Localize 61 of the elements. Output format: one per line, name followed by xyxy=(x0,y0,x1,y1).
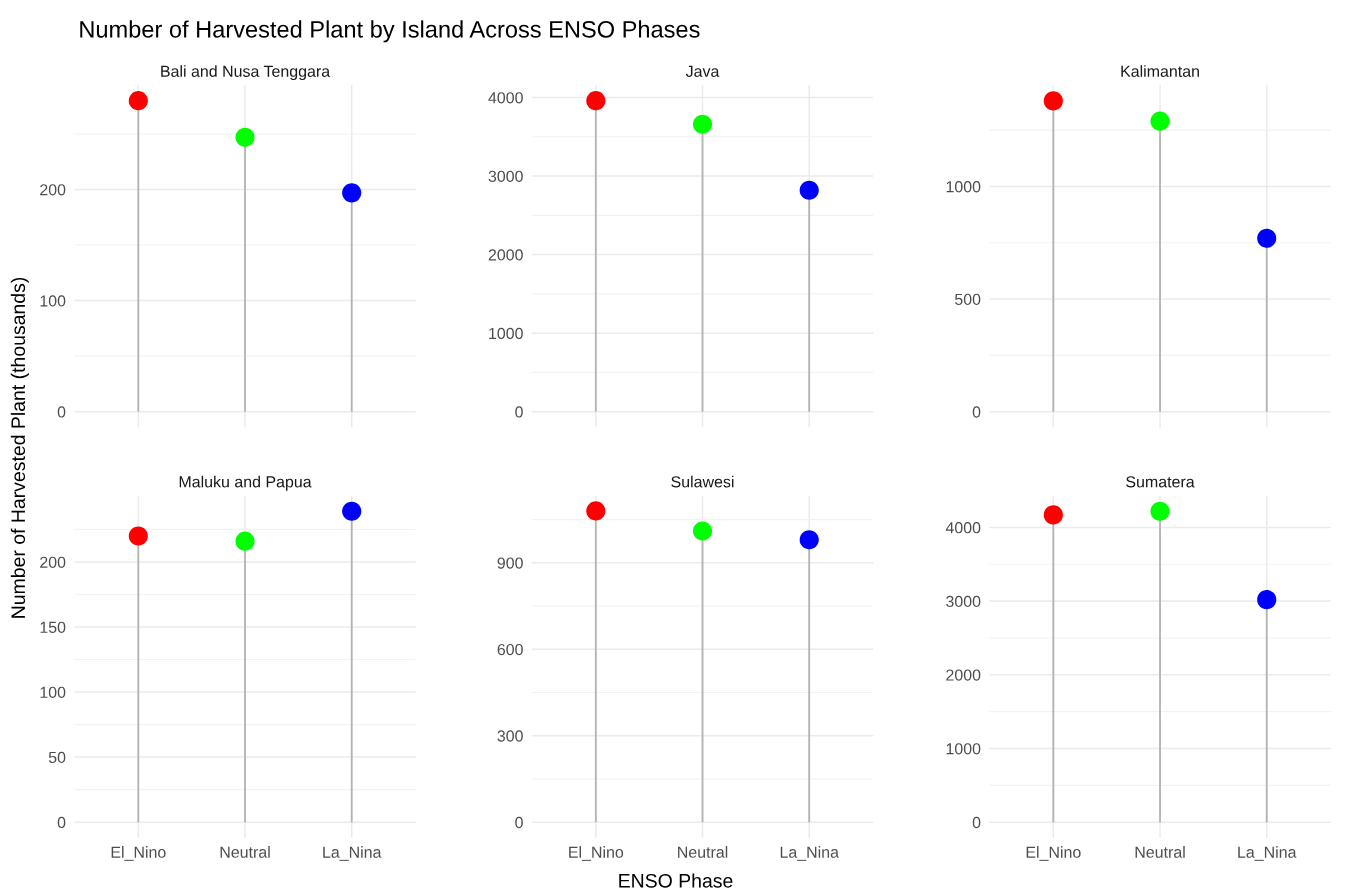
chart-title: Maluku and Papua xyxy=(179,475,312,491)
y-tick-label: 300 xyxy=(497,730,523,742)
y-tick-label: 0 xyxy=(515,816,523,829)
x-tick-label: La_Nina xyxy=(780,846,839,861)
y-tick-label: 2000 xyxy=(488,249,523,261)
y-tick-label: 3000 xyxy=(946,595,981,608)
point xyxy=(342,183,362,203)
y-tick-label: 3000 xyxy=(488,170,523,183)
x-tick-label: Neutral xyxy=(220,846,270,858)
point xyxy=(586,501,606,521)
y-tick-label: 900 xyxy=(497,557,523,569)
chart-title: Bali and Nusa Tenggara xyxy=(161,65,331,81)
point xyxy=(692,521,713,541)
x-axis-title: ENSO Phase xyxy=(619,873,733,888)
point xyxy=(128,91,148,111)
y-tick-label: 1000 xyxy=(946,743,981,755)
x-tick-label: Neutral xyxy=(1135,846,1185,858)
chart-title: Sumatera xyxy=(1126,476,1195,488)
y-tick-label: 1000 xyxy=(489,327,523,340)
y-tick-label: 0 xyxy=(57,816,66,829)
point xyxy=(342,501,362,521)
y-tick-label: 0 xyxy=(972,816,981,829)
y-tick-label: 0 xyxy=(57,406,66,418)
y-axis-title: Number of Harvested Plant (thousands) xyxy=(10,277,29,618)
chart-title: Java xyxy=(685,65,720,77)
x-tick-label: La_Nina xyxy=(323,846,382,861)
point xyxy=(692,114,713,134)
point xyxy=(799,530,819,550)
point xyxy=(1257,590,1277,610)
x-tick-label: El_Nino xyxy=(1026,846,1081,861)
y-tick-label: 50 xyxy=(48,751,66,764)
x-tick-label: El_Nino xyxy=(111,846,166,861)
point xyxy=(1150,111,1170,131)
y-tick-label: 0 xyxy=(515,406,523,418)
x-tick-label: El_Nino xyxy=(569,846,624,861)
point xyxy=(1043,505,1063,525)
point xyxy=(235,127,255,147)
point xyxy=(128,526,148,546)
y-tick-label: 1000 xyxy=(946,181,981,193)
y-tick-label: 600 xyxy=(497,643,523,656)
point xyxy=(1150,501,1170,521)
y-tick-label: 500 xyxy=(954,293,981,306)
chart-title: Sulawesi xyxy=(671,475,734,488)
point xyxy=(1043,91,1063,111)
point xyxy=(235,531,255,551)
point xyxy=(799,180,819,200)
y-tick-label: 2000 xyxy=(946,669,981,681)
y-tick-label: 4000 xyxy=(488,92,523,104)
y-tick-label: 100 xyxy=(40,686,66,699)
point xyxy=(586,91,606,111)
x-tick-label: Neutral xyxy=(678,846,728,858)
y-tick-label: 100 xyxy=(40,295,66,307)
point xyxy=(1257,228,1277,248)
y-tick-label: 200 xyxy=(40,184,66,196)
text: Number of Harvested Plant by Island Across ENSO Phases xyxy=(80,20,700,43)
x-tick-label: La_Nina xyxy=(1238,846,1297,861)
y-tick-label: 0 xyxy=(972,406,981,418)
chart-title: Kalimantan xyxy=(1121,65,1199,77)
y-tick-label: 200 xyxy=(40,556,66,568)
y-tick-label: 150 xyxy=(40,621,66,633)
y-tick-label: 4000 xyxy=(945,522,981,534)
